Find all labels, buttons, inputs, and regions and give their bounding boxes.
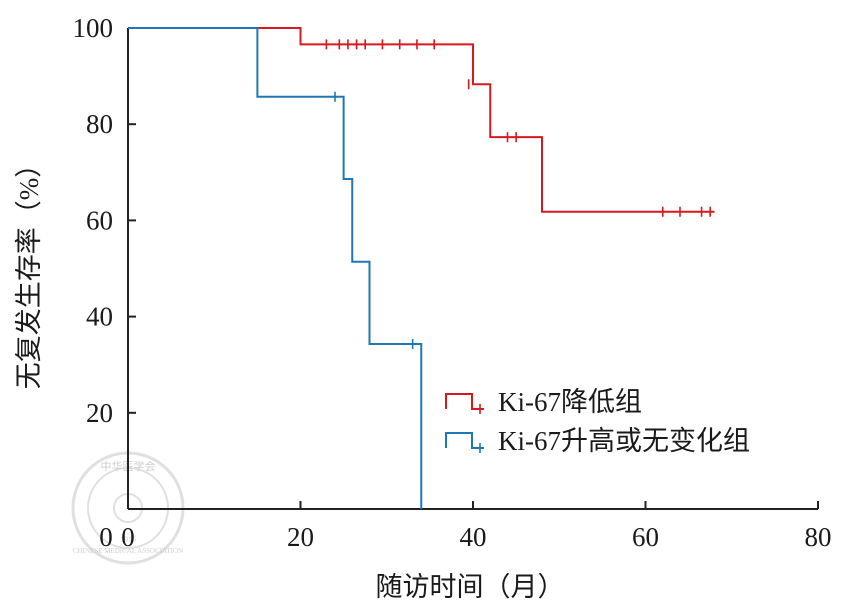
legend-swatch-1 [445, 393, 484, 410]
y-tick-label: 80 [86, 109, 113, 139]
series-line-1 [128, 27, 715, 213]
watermark-text-bottom: CHINESE MEDICAL ASSOCIATION [73, 547, 183, 555]
x-tick-label: 80 [805, 522, 832, 552]
series-layer [128, 27, 715, 509]
y-tick-label: 60 [86, 205, 113, 235]
x-tick-label: 20 [287, 522, 314, 552]
x-tick-label: 60 [632, 522, 659, 552]
y-tick-label: 20 [86, 398, 113, 428]
legend-swatch-2 [445, 432, 484, 449]
y-axis-label: 无复发生存率（%） [14, 151, 44, 390]
y-tick-label: 40 [86, 302, 113, 332]
legend: Ki-67降低组 Ki-67升高或无变化组 [445, 387, 750, 456]
legend-label-1: Ki-67降低组 [498, 387, 642, 417]
watermark-year: 1915 [120, 535, 136, 544]
series-line-2 [128, 27, 423, 509]
x-axis-label: 随访时间（月） [376, 572, 565, 602]
ticks: 0 20 40 60 80 20 40 60 80 100 0 [73, 13, 832, 552]
y-tick-label: 100 [73, 13, 114, 43]
origin-tick-label: 0 [99, 522, 113, 552]
x-tick-label: 40 [460, 522, 487, 552]
legend-label-2: Ki-67升高或无变化组 [498, 426, 750, 456]
x-tick-label: 0 [121, 522, 135, 552]
